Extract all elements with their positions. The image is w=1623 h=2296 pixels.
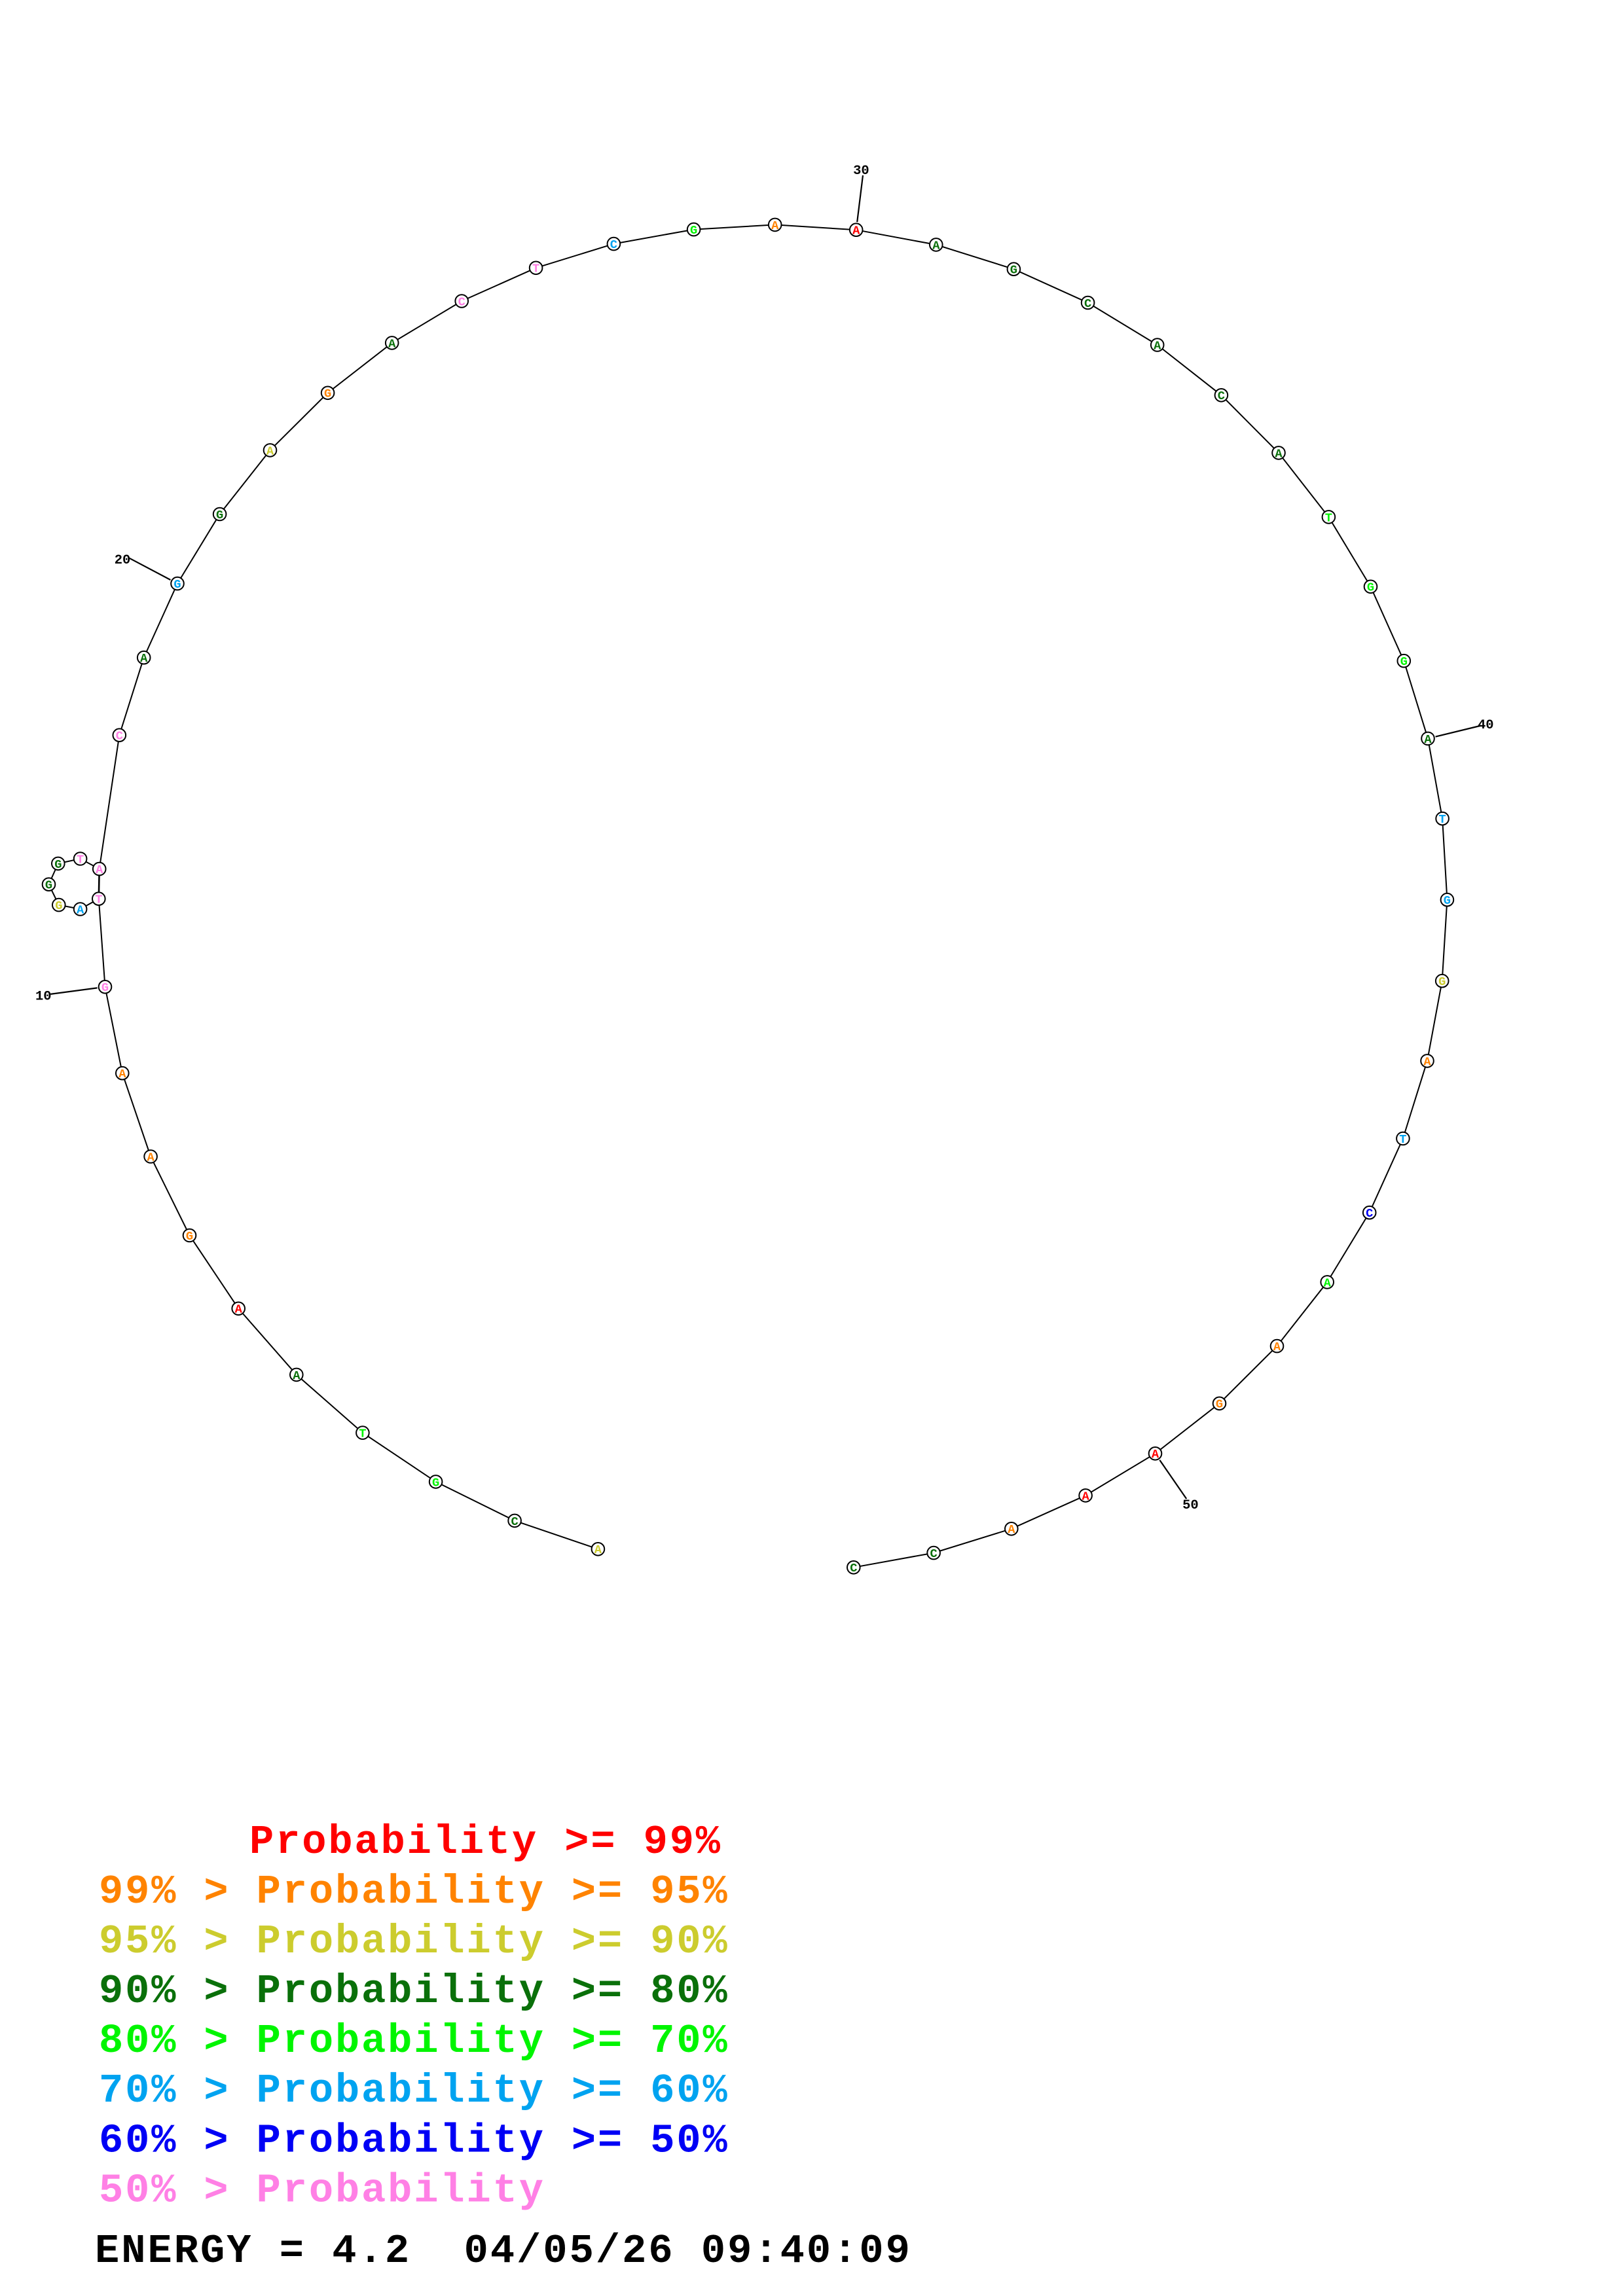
svg-text:T: T <box>95 893 102 907</box>
svg-text:G: G <box>173 577 181 592</box>
svg-text:C: C <box>930 1547 937 1561</box>
svg-text:50: 50 <box>1182 1498 1199 1513</box>
svg-text:ENERGY = 4.2 04/05/26 09:40:0: ENERGY = 4.2 04/05/26 09:40:09 <box>95 2228 912 2274</box>
svg-text:C: C <box>610 238 617 252</box>
svg-text:T: T <box>359 1427 366 1441</box>
svg-text:G: G <box>1438 975 1446 989</box>
svg-text:A: A <box>1008 1522 1015 1537</box>
svg-text:G: G <box>55 899 62 913</box>
svg-text:70% > Probability >= 60%: 70% > Probability >= 60% <box>99 2068 729 2114</box>
svg-text:G: G <box>1367 581 1374 595</box>
svg-text:A: A <box>1154 338 1161 353</box>
svg-text:C: C <box>116 729 123 744</box>
svg-text:A: A <box>293 1369 301 1383</box>
svg-text:A: A <box>77 903 84 917</box>
svg-text:G: G <box>1400 655 1408 669</box>
svg-text:A: A <box>1273 1340 1281 1354</box>
svg-text:A: A <box>1423 1054 1431 1069</box>
svg-text:A: A <box>1082 1489 1089 1503</box>
svg-text:G: G <box>690 223 697 238</box>
svg-text:40: 40 <box>1478 718 1494 733</box>
svg-text:T: T <box>532 262 539 276</box>
svg-text:A: A <box>1424 732 1432 747</box>
svg-text:T: T <box>77 852 84 867</box>
svg-text:C: C <box>511 1515 518 1529</box>
svg-text:T: T <box>1399 1132 1406 1147</box>
svg-text:50% > Probability: 50% > Probability <box>99 2167 545 2214</box>
svg-text:T: T <box>1325 511 1332 525</box>
svg-text:G: G <box>186 1229 193 1244</box>
svg-text:20: 20 <box>115 553 131 568</box>
svg-text:C: C <box>850 1561 857 1575</box>
svg-text:A: A <box>932 238 940 253</box>
svg-text:A: A <box>1324 1276 1332 1290</box>
svg-text:C: C <box>1084 296 1091 311</box>
svg-text:90% > Probability >= 80%: 90% > Probability >= 80% <box>99 1968 729 2015</box>
svg-text:T: T <box>1438 812 1446 827</box>
svg-text:A: A <box>1275 446 1283 461</box>
svg-text:G: G <box>1010 263 1017 278</box>
svg-text:A: A <box>594 1543 602 1557</box>
svg-text:A: A <box>96 863 103 877</box>
svg-text:A: A <box>147 1150 155 1164</box>
svg-text:C: C <box>458 295 465 309</box>
svg-text:G: G <box>54 857 62 872</box>
svg-text:G: G <box>432 1475 439 1490</box>
svg-text:A: A <box>119 1067 126 1081</box>
svg-text:G: G <box>45 878 52 893</box>
svg-text:A: A <box>771 219 779 233</box>
svg-text:95% > Probability >= 90%: 95% > Probability >= 90% <box>99 1918 729 1965</box>
svg-text:C: C <box>1218 389 1225 403</box>
svg-text:Probability >= 99%: Probability >= 99% <box>249 1819 722 1865</box>
svg-text:A: A <box>235 1302 243 1317</box>
svg-text:G: G <box>1216 1397 1223 1412</box>
svg-text:G: G <box>216 508 223 522</box>
svg-text:G: G <box>101 980 109 995</box>
svg-text:G: G <box>324 387 331 401</box>
svg-text:A: A <box>266 444 274 458</box>
svg-text:99% > Probability >= 95%: 99% > Probability >= 95% <box>99 1869 729 1915</box>
svg-text:60% > Probability >= 50%: 60% > Probability >= 50% <box>99 2117 729 2164</box>
svg-text:A: A <box>1152 1447 1159 1462</box>
svg-text:A: A <box>140 651 148 666</box>
svg-text:A: A <box>852 224 860 238</box>
svg-text:A: A <box>388 336 396 351</box>
svg-text:30: 30 <box>853 164 869 179</box>
svg-text:C: C <box>1366 1206 1373 1221</box>
svg-text:10: 10 <box>35 989 52 1004</box>
svg-text:G: G <box>1444 893 1451 908</box>
svg-text:80% > Probability >= 70%: 80% > Probability >= 70% <box>99 2018 729 2064</box>
